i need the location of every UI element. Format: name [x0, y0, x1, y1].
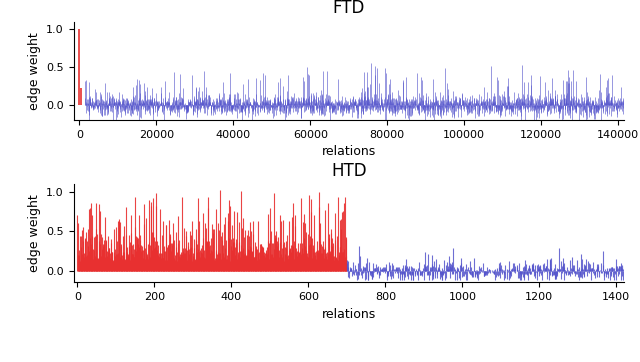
Title: FTD: FTD — [333, 0, 365, 17]
Title: HTD: HTD — [331, 162, 367, 180]
X-axis label: relations: relations — [322, 146, 376, 158]
Y-axis label: edge weight: edge weight — [28, 194, 41, 272]
X-axis label: relations: relations — [322, 308, 376, 321]
Y-axis label: edge weight: edge weight — [28, 32, 41, 110]
